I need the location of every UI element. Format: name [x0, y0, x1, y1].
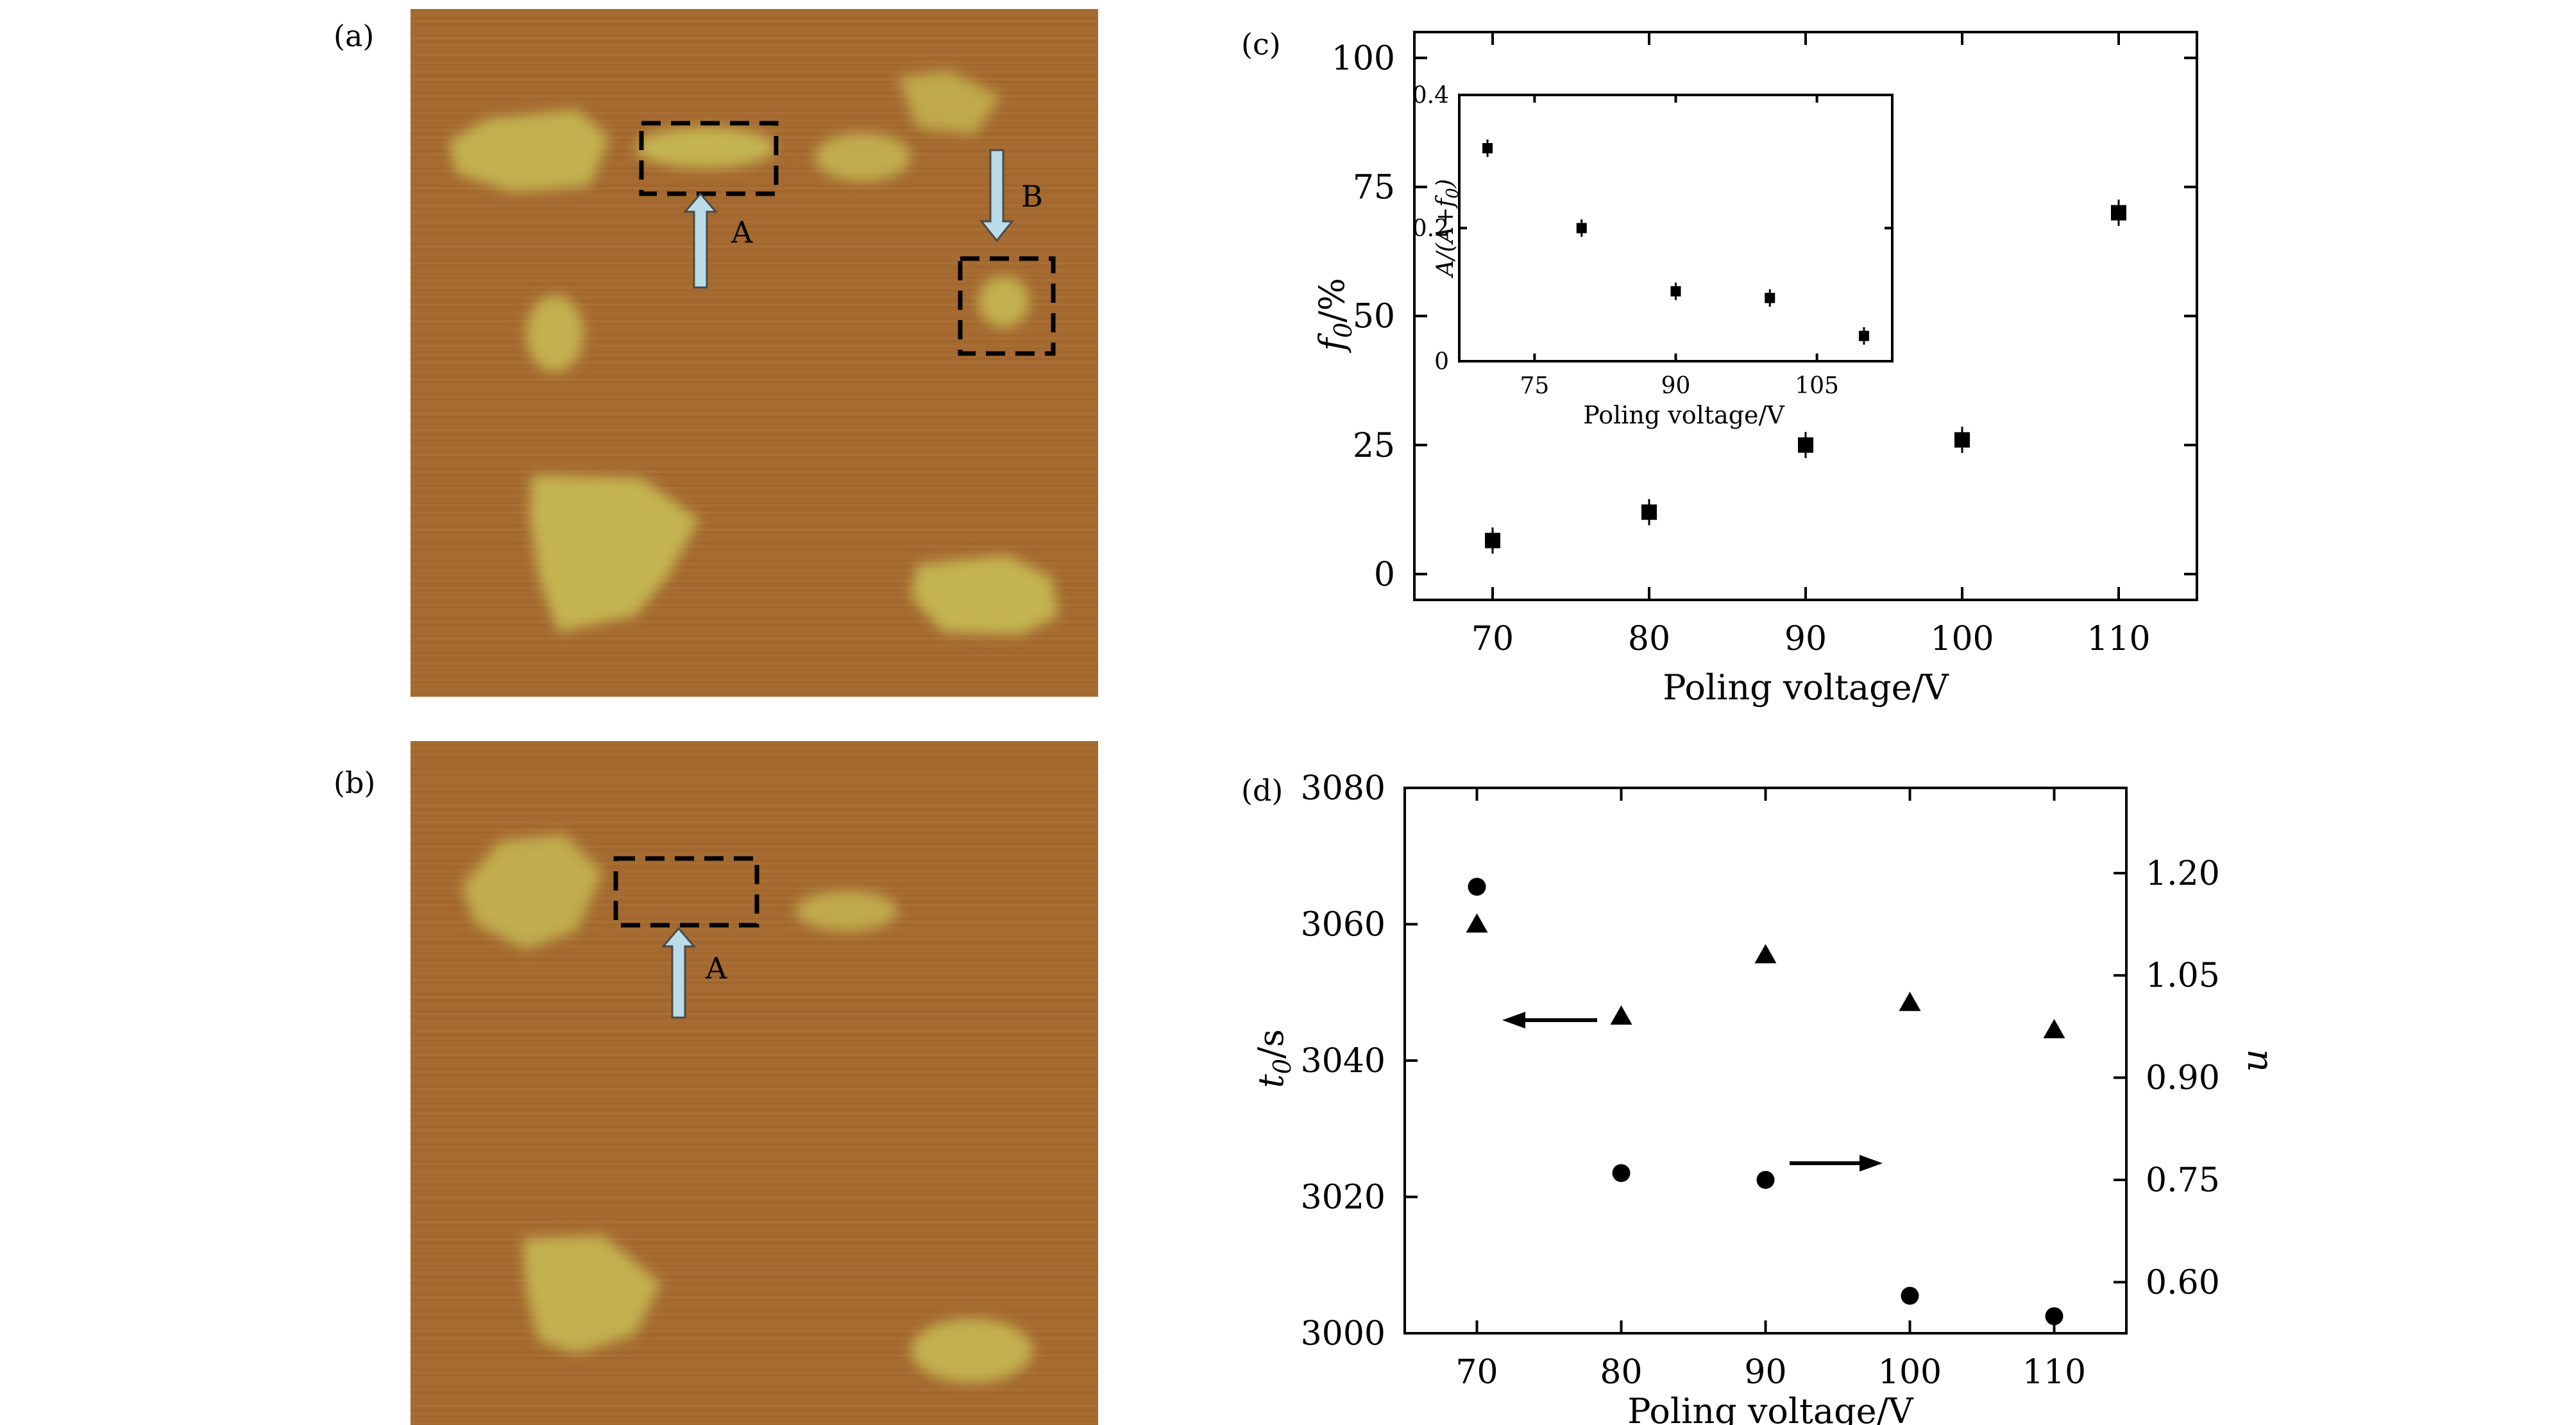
y-tick-label: 75: [1353, 169, 1395, 207]
box-A: [613, 856, 759, 928]
x-tick-label: 80: [1628, 620, 1670, 658]
chart-d-x-label: Poling voltage/V: [1627, 1391, 1914, 1425]
chart-c-inset-frame: [1458, 94, 1894, 363]
arrow-left-icon: [1502, 1012, 1597, 1028]
svg-text:A/(A+f0): A/(A+f0): [1432, 179, 1462, 278]
chart-c-points: [1485, 200, 2126, 554]
chart-d-y-label: t0/s: [1251, 1029, 1296, 1088]
triangle-point: [1754, 944, 1777, 964]
ferroelectric-domains: [449, 71, 1058, 635]
arrow-up-icon: [661, 926, 697, 1019]
svg-text:t0/s: t0/s: [1251, 1029, 1296, 1088]
y-tick-label: 25: [1353, 427, 1395, 465]
x-tick-label: 80: [1600, 1353, 1642, 1392]
y-tick-label: 0: [1374, 556, 1395, 594]
chart-c-y-label: f0/%: [1312, 278, 1357, 354]
x-tick-label: 90: [1784, 620, 1827, 658]
panel-d-label: (d): [1241, 773, 1283, 808]
marker-A-label: A: [731, 215, 753, 250]
chart-c-inset-x-label: Poling voltage/V: [1583, 401, 1784, 429]
triangle-point: [1466, 913, 1488, 933]
y-tick-label: 3000: [1301, 1315, 1385, 1353]
y-tick-label: 50: [1353, 298, 1395, 336]
y-right-tick-label: 0.90: [2146, 1059, 2220, 1098]
x-tick-label: 90: [1661, 373, 1691, 399]
circle-point: [1901, 1286, 1919, 1305]
x-tick-label: 100: [1878, 1353, 1942, 1392]
y-tick-label: 0.4: [1412, 83, 1449, 109]
circle-point: [1756, 1170, 1775, 1189]
chart-c-x-label: Poling voltage/V: [1663, 667, 1949, 708]
y-right-tick-label: 1.20: [2146, 855, 2220, 893]
chart-d-frame: [1403, 787, 2128, 1335]
x-tick-label: 70: [1455, 1353, 1498, 1392]
circle-point: [1612, 1164, 1631, 1182]
y-tick-label: 3020: [1301, 1179, 1385, 1217]
x-tick-label: 100: [1930, 620, 1994, 658]
panel-c-label: (c): [1241, 27, 1281, 62]
chart-c-axes: 70 80 90 100 110 0 25 50 75 100: [1332, 32, 2197, 658]
panel-d: (d) 70 80 90 100 110 3000 3020 3040 3060 3080 0.60…: [1241, 769, 2281, 1425]
panel-b-label: (b): [334, 765, 375, 800]
y-right-tick-label: 0.75: [2146, 1161, 2220, 1200]
y-right-tick-label: 1.05: [2146, 957, 2220, 995]
chart-c-inset-axes: 75 90 105 0 0.2 0.4: [1412, 83, 1892, 399]
chart-c-inset-points: [1482, 139, 1869, 345]
arrow-up-icon: [682, 192, 718, 289]
panel-a: (a) A B: [334, 9, 1098, 697]
chart-c-inset-y-label: A/(A+f0): [1432, 179, 1462, 278]
marker-A-label: A: [705, 951, 727, 986]
panel-a-label: (a): [334, 19, 374, 53]
y-tick-label: 3060: [1301, 906, 1385, 944]
x-tick-label: 70: [1471, 620, 1514, 658]
circle-point: [2045, 1307, 2063, 1326]
y-tick-label: 3040: [1301, 1042, 1385, 1080]
x-tick-label: 110: [2087, 620, 2150, 658]
triangle-point: [1899, 991, 1921, 1011]
chart-d-points: [1466, 878, 2065, 1326]
ferroelectric-domains: [462, 834, 1033, 1383]
afm-image-b: A: [411, 741, 1098, 1425]
circle-point: [1468, 878, 1486, 896]
chart-d-y-right-label: n: [2239, 1049, 2281, 1072]
panel-b: (b) A: [334, 741, 1098, 1425]
arrow-down-icon: [979, 149, 1015, 243]
x-tick-label: 75: [1520, 373, 1549, 399]
box-B: [958, 256, 1056, 356]
x-tick-label: 110: [2022, 1353, 2086, 1392]
y-right-tick-label: 0.60: [2146, 1263, 2220, 1302]
y-tick-label: 3080: [1301, 769, 1385, 808]
y-tick-label: 100: [1332, 39, 1395, 78]
y-tick-label: 0: [1434, 349, 1449, 375]
afm-image-a: A B: [411, 9, 1098, 697]
y-tick-label: 0.2: [1412, 216, 1449, 242]
marker-B-label: B: [1021, 179, 1043, 214]
panel-c: (c) 70 80 90 100 110 0 25 50 75 100 Poling voltag…: [1241, 27, 2198, 708]
triangle-point: [2043, 1019, 2065, 1039]
svg-text:f0/%: f0/%: [1312, 278, 1357, 354]
arrow-right-icon: [1790, 1155, 1883, 1172]
chart-d-axes: 70 80 90 100 110 3000 3020 3040 3060 3080 0.60 0.75…: [1301, 769, 2220, 1392]
box-A: [639, 121, 779, 196]
x-tick-label: 90: [1744, 1353, 1786, 1392]
triangle-point: [1610, 1005, 1632, 1025]
x-tick-label: 105: [1795, 373, 1839, 399]
